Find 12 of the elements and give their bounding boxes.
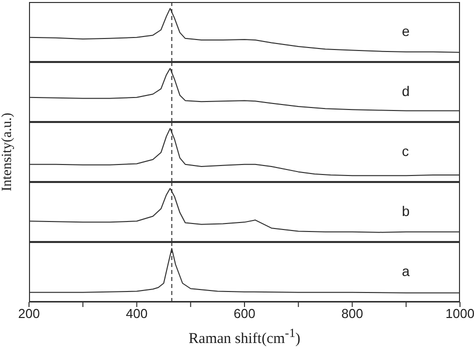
x-tick-label: 200: [18, 306, 40, 322]
x-tick-label: 400: [126, 306, 148, 322]
series-label: a: [402, 263, 410, 279]
x-axis-title: Raman shift(cm$^{-1}$): [188, 326, 302, 348]
x-tick-label: 800: [341, 306, 364, 322]
series-label: c: [402, 143, 409, 159]
series-label: b: [402, 203, 410, 219]
x-tick-label: 600: [234, 306, 256, 322]
series-label: e: [402, 23, 410, 39]
y-axis-title: Intensity(a.u.): [0, 112, 16, 192]
series-label: d: [402, 83, 410, 99]
x-tick-label: 1000: [446, 306, 474, 322]
